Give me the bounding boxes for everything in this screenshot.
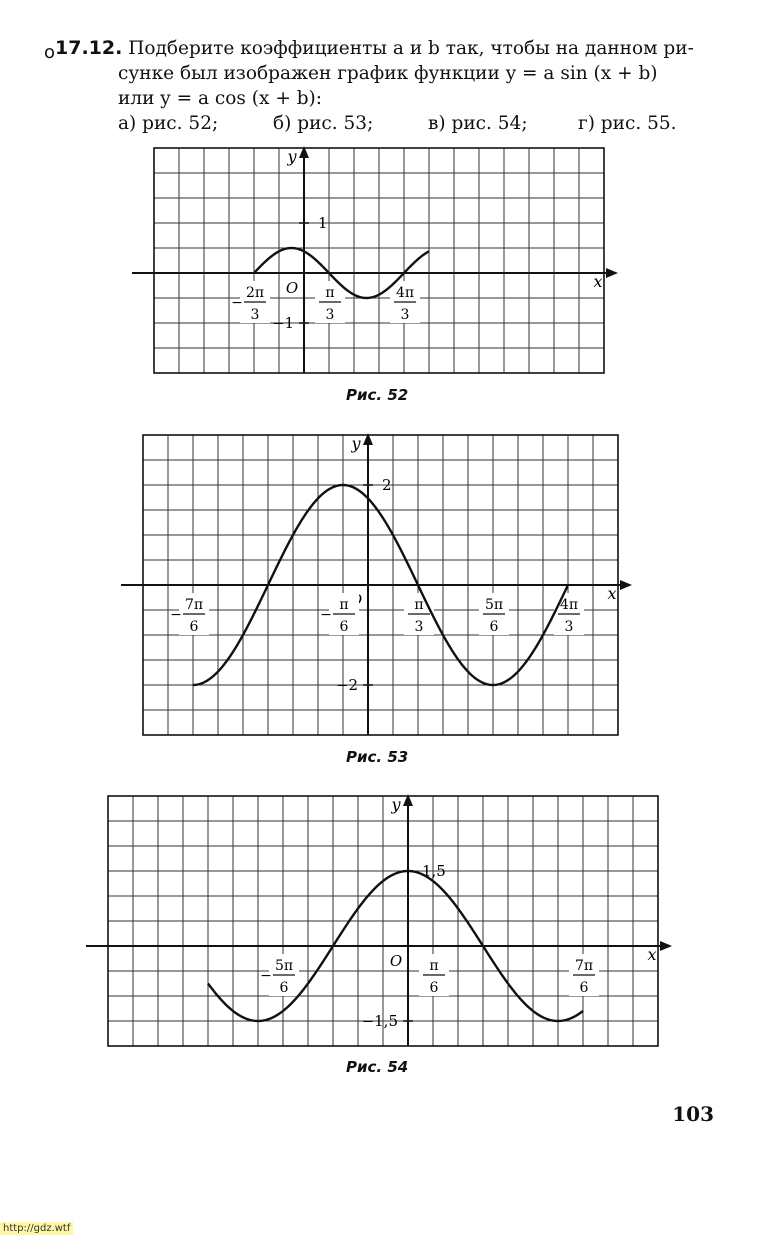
x-tick-fraction: π3 — [315, 281, 345, 323]
x-axis-arrow — [620, 580, 632, 590]
option-a: а) рис. 52; — [118, 113, 219, 134]
x-tick-numerator: 7π — [185, 597, 203, 613]
caption-54: Рис. 54 — [346, 1058, 409, 1076]
option-b: б) рис. 53; — [273, 113, 374, 134]
x-tick-fraction: 5π6 — [479, 593, 509, 635]
grid-border — [153, 147, 605, 374]
y-tick-label: 2 — [382, 476, 392, 494]
x-tick-numerator: 2π — [246, 285, 264, 301]
problem-options: а) рис. 52; б) рис. 53; в) рис. 54; г) р… — [44, 111, 724, 136]
x-tick-sign: − — [260, 968, 272, 984]
caption-53: Рис. 53 — [346, 748, 409, 766]
x-tick-denominator: 3 — [251, 307, 260, 323]
x-tick-numerator: π — [414, 597, 423, 613]
x-tick-denominator: 6 — [490, 619, 499, 635]
x-tick-fraction: π3 — [404, 593, 434, 635]
y-axis-label: y — [286, 147, 297, 166]
option-c: в) рис. 54; — [428, 113, 528, 134]
y-tick-label: −1 — [272, 314, 294, 332]
problem-line-3: или y = a cos (x + b): — [118, 88, 322, 109]
x-axis-label: x — [607, 584, 616, 603]
y-axis-label: y — [390, 795, 401, 814]
page-number: 103 — [672, 1102, 714, 1126]
x-tick-numerator: π — [429, 958, 438, 974]
x-tick-sign: − — [170, 607, 182, 623]
x-tick-fraction: 7π 6− — [170, 593, 209, 635]
x-tick-numerator: π — [325, 285, 334, 301]
x-tick-fraction: π6 — [419, 954, 449, 996]
watermark: http://gdz.wtf — [0, 1222, 74, 1235]
x-tick-denominator: 6 — [340, 619, 349, 635]
x-tick-fraction: 4π3 — [554, 593, 584, 635]
x-tick-sign: − — [320, 607, 332, 623]
problem-statement: о17.12. Подберите коэффициенты a и b так… — [44, 36, 724, 136]
problem-line-2: сунке был изображен график функции y = a… — [118, 63, 658, 84]
problem-line-1: о17.12. Подберите коэффициенты a и b так… — [44, 37, 694, 63]
origin-label: O — [286, 279, 298, 297]
x-tick-fraction: 2π 3− — [231, 281, 270, 323]
y-tick-label: 1,5 — [422, 862, 446, 880]
x-tick-numerator: 4π — [396, 285, 414, 301]
caption-52: Рис. 52 — [346, 386, 409, 404]
y-axis-arrow — [299, 146, 309, 158]
x-tick-denominator: 6 — [580, 980, 589, 996]
x-tick-denominator: 3 — [565, 619, 574, 635]
y-tick-label: 1 — [318, 214, 328, 232]
x-tick-numerator: 5π — [485, 597, 503, 613]
x-axis-arrow — [606, 268, 618, 278]
y-axis-label: y — [350, 434, 361, 453]
grid-border — [107, 795, 659, 1047]
x-tick-denominator: 3 — [415, 619, 424, 635]
origin-label: O — [390, 952, 402, 970]
x-tick-numerator: π — [339, 597, 348, 613]
x-tick-numerator: 4π — [560, 597, 578, 613]
function-curve — [192, 483, 570, 687]
x-tick-denominator: 6 — [190, 619, 199, 635]
x-axis-arrow — [660, 941, 672, 951]
grid — [153, 147, 605, 374]
x-tick-denominator: 3 — [326, 307, 335, 323]
problem-number: о17.12. — [44, 37, 123, 63]
y-axis-arrow — [403, 794, 413, 806]
grid — [107, 795, 659, 1047]
x-tick-denominator: 6 — [280, 980, 289, 996]
x-tick-sign: − — [231, 295, 243, 311]
x-tick-fraction: π 6− — [320, 593, 359, 635]
x-tick-denominator: 3 — [401, 307, 410, 323]
function-curve — [207, 869, 584, 1023]
x-tick-fraction: 5π 6− — [260, 954, 299, 996]
x-tick-denominator: 6 — [430, 980, 439, 996]
y-tick-label: −1,5 — [362, 1012, 398, 1030]
option-d: г) рис. 55. — [578, 113, 677, 134]
y-tick-label: −2 — [336, 676, 358, 694]
function-curve — [253, 246, 430, 300]
x-tick-numerator: 5π — [275, 958, 293, 974]
x-tick-fraction: 4π3 — [390, 281, 420, 323]
x-axis-label: x — [593, 272, 602, 291]
x-tick-fraction: 7π6 — [569, 954, 599, 996]
x-tick-numerator: 7π — [575, 958, 593, 974]
x-axis-label: x — [647, 945, 656, 964]
y-axis-arrow — [363, 433, 373, 445]
